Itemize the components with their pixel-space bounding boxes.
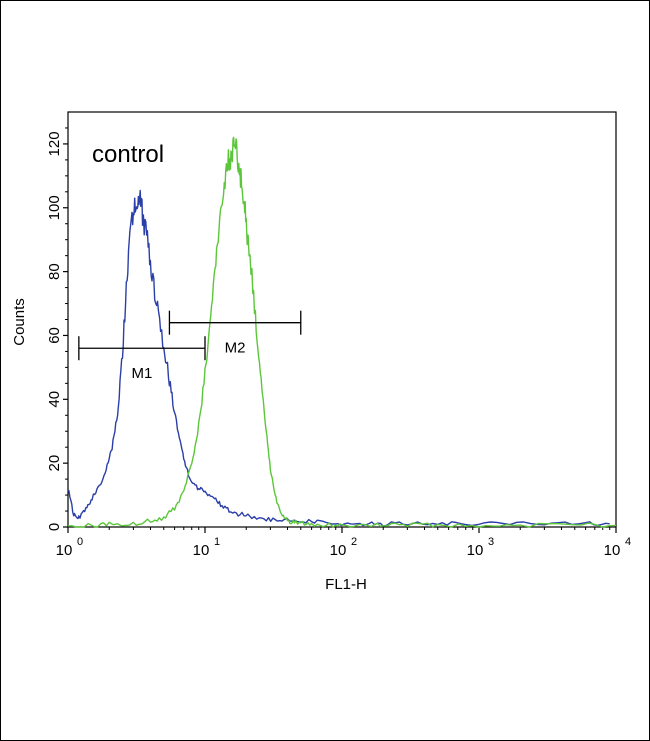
x-tick-exponent: 3 — [488, 536, 494, 548]
y-tick-label: 100 — [46, 195, 63, 220]
sample-histogram-line — [67, 136, 617, 528]
marker-label-m2: M2 — [225, 340, 246, 357]
y-tick-label: 40 — [46, 391, 63, 408]
marker-label-m1: M1 — [132, 365, 153, 382]
control-annotation: control — [92, 141, 164, 168]
y-tick-label: 20 — [46, 455, 63, 472]
y-axis-title: Counts — [11, 298, 28, 346]
x-tick-exponent: 4 — [625, 536, 631, 548]
x-axis-title: FL1-H — [325, 576, 367, 593]
plot-area — [67, 111, 617, 528]
x-tick-label: 10 — [56, 542, 73, 559]
x-tick-exponent: 1 — [214, 536, 220, 548]
y-tick-label: 80 — [46, 263, 63, 280]
x-tick-label: 10 — [467, 542, 484, 559]
x-tick-exponent: 2 — [351, 536, 357, 548]
y-tick-label: 120 — [46, 131, 63, 156]
series-layer — [67, 136, 617, 528]
y-tick-label: 0 — [46, 523, 63, 531]
gate-markers: M1 M2 — [78, 310, 302, 382]
y-tick-label: 60 — [46, 327, 63, 344]
y-axis: 0 20 40 60 80 100 120 — [46, 127, 68, 531]
x-tick-label: 10 — [193, 542, 210, 559]
x-tick-exponent: 0 — [77, 536, 83, 548]
x-tick-label: 10 — [604, 542, 621, 559]
x-tick-label: 10 — [330, 542, 347, 559]
x-axis: 10 0 10 1 10 2 10 3 10 4 — [56, 527, 631, 559]
